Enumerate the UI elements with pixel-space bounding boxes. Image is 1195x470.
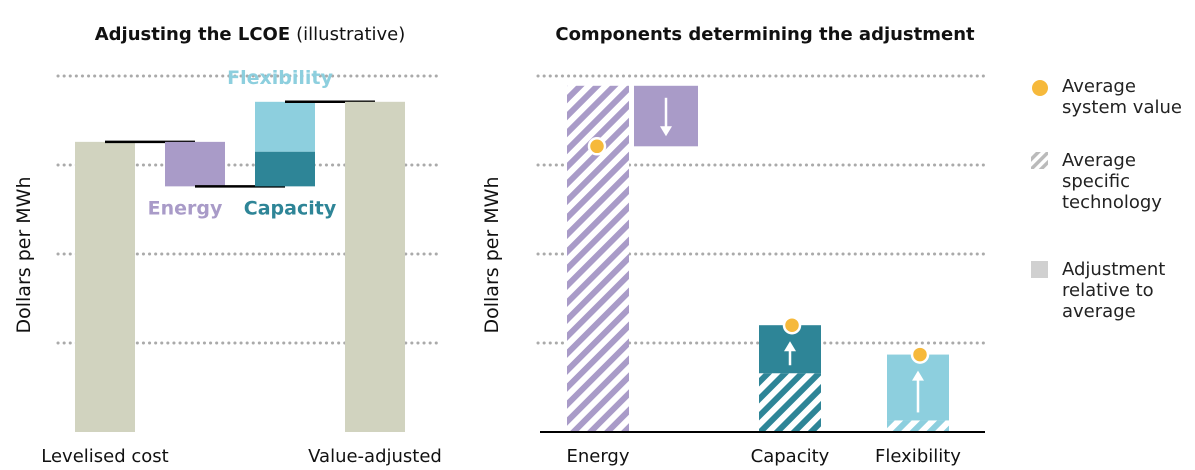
system-value-dot — [910, 345, 930, 364]
step-label: Capacity — [244, 197, 337, 219]
step-bar — [255, 151, 315, 187]
y-axis-label: Dollars per MWh — [481, 176, 503, 333]
chart-title-main: Adjusting the LCOE — [95, 24, 290, 45]
legend-swatch — [1031, 261, 1048, 278]
y-axis-label: Dollars per MWh — [13, 176, 35, 333]
arrow-head — [660, 126, 672, 137]
step-label: Energy — [148, 197, 223, 219]
arrow-head — [784, 341, 796, 352]
chart-title: Components determining the adjustment — [555, 24, 975, 45]
step-label: Flexibility — [227, 67, 333, 89]
legend-label: Average specific technology — [1062, 150, 1162, 213]
x-tick-label: Energy — [566, 446, 629, 467]
legend-label: Average system value — [1062, 76, 1182, 118]
x-tick-label: Levelised cost — [41, 446, 168, 467]
legend-dot — [1032, 80, 1048, 96]
step-bar — [165, 141, 225, 187]
system-value-dot — [782, 315, 802, 335]
x-tick-label: Flexibility — [875, 446, 961, 467]
technology-bar — [887, 420, 949, 432]
chart-title: Adjusting the LCOE (illustrative) — [95, 24, 406, 45]
legend-label: Adjustment relative to average — [1062, 259, 1166, 322]
x-tick-label: Value-adjusted — [308, 446, 442, 467]
x-tick-label: Capacity — [751, 446, 830, 467]
step-bar — [255, 101, 315, 152]
system-value-dot — [587, 137, 607, 156]
total-bar — [75, 141, 135, 433]
arrow-head — [912, 370, 924, 381]
total-bar — [345, 101, 405, 432]
technology-bar — [759, 373, 821, 432]
legend-hatch-swatch — [1031, 152, 1048, 169]
chart-subtitle: (illustrative) — [296, 24, 405, 45]
